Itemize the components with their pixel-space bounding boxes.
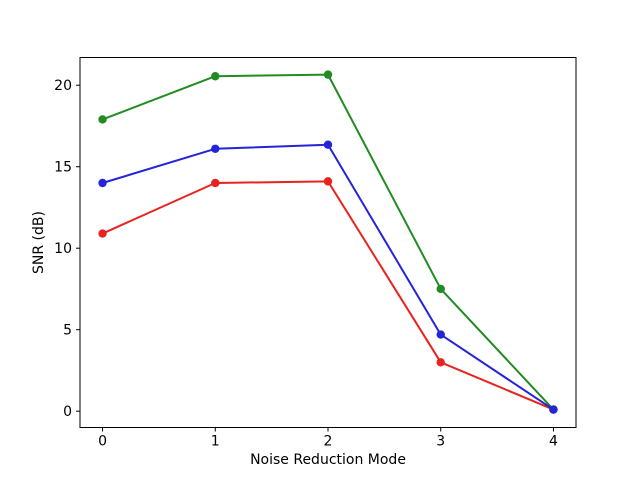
- series-line-green-series: [101, 73, 555, 411]
- marker-blue-series: [436, 330, 445, 339]
- x-tick-label: 1: [211, 434, 220, 450]
- marker-green-series: [436, 284, 445, 294]
- marker-blue-series: [549, 405, 558, 414]
- x-tick-label: 3: [436, 434, 445, 450]
- marker-blue-series: [98, 178, 107, 188]
- marker-green-series: [323, 70, 333, 79]
- marker-blue-series: [211, 144, 220, 153]
- x-tick-label: 0: [98, 434, 107, 450]
- x-tick-label: 4: [549, 434, 558, 450]
- axes-frame: [79, 57, 577, 428]
- marker-red-series: [323, 177, 333, 186]
- y-tick-label: 0: [63, 404, 72, 420]
- marker-green-series: [211, 72, 220, 81]
- y-axis-label: SNR (dB): [31, 211, 47, 274]
- x-tick-label: 2: [324, 434, 333, 450]
- marker-red-series: [436, 358, 445, 367]
- y-tick-label: 5: [63, 323, 72, 339]
- y-tick-label: 10: [54, 241, 72, 257]
- marker-red-series: [211, 178, 220, 188]
- series-line-red-series: [101, 180, 555, 411]
- y-tick-label: 15: [54, 160, 72, 176]
- marker-blue-series: [323, 140, 333, 149]
- marker-green-series: [98, 115, 107, 124]
- y-tick-label: 20: [54, 78, 72, 94]
- plot-area: 0 1 2 3 4 0 5 10 15 20: [54, 57, 577, 450]
- x-axis-label: Noise Reduction Mode: [250, 452, 406, 468]
- marker-red-series: [98, 229, 107, 238]
